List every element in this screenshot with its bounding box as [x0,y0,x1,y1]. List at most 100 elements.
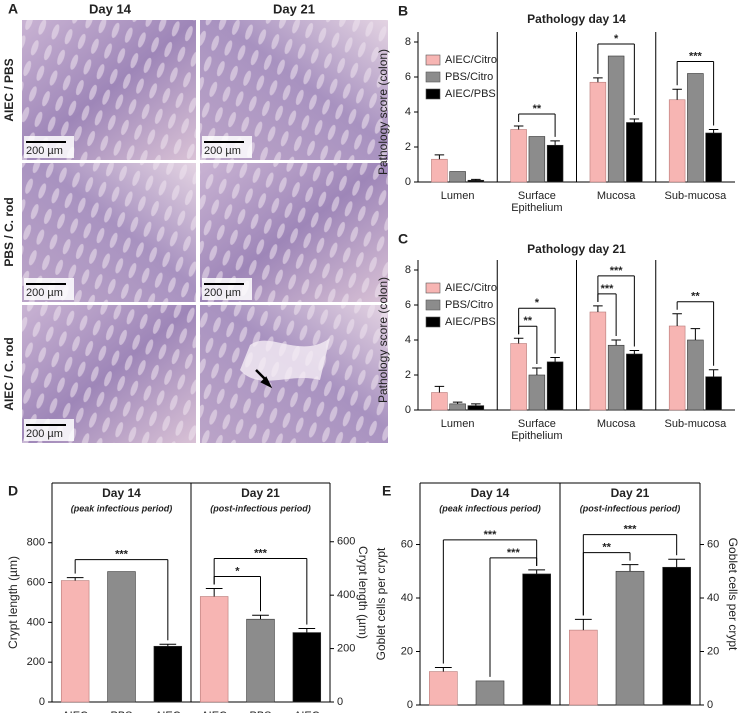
legend-label: PBS/Citro [445,71,493,83]
bar [546,144,564,183]
y-tick-label: 8 [405,264,411,276]
significance-label: * [235,565,240,577]
bar [662,566,691,706]
bar [467,405,485,411]
significance-label: * [614,33,619,45]
significance-label: ** [602,541,611,553]
y-tick-label: 0 [405,404,411,416]
column-label: Day 14 [89,1,132,16]
bar [510,129,527,183]
group-subtitle: (peak infectious period) [439,503,541,513]
bar [510,343,527,411]
y2-tick-label: 600 [337,536,355,548]
significance-label: *** [689,50,703,62]
significance-label: *** [507,547,521,559]
x-tick-label: Surface [518,190,556,202]
bar [467,179,485,183]
panel-letter: C [398,231,408,247]
y-tick-label: 800 [27,537,45,549]
x-tick-label: Sub-mucosa [664,190,727,202]
x-tick-label: Sub-mucosa [664,418,727,430]
y-tick-label: 0 [39,696,45,708]
bar [107,571,136,703]
x-tick-label: PBS [249,710,271,713]
x-tick-label: Mucosa [597,418,636,430]
bar [153,645,183,703]
significance-label: *** [484,529,498,541]
bar [528,374,546,411]
bar [569,629,598,706]
group-subtitle: (post-infectious period) [580,503,681,513]
scale-label: 200 µm [204,145,241,157]
y-tick-label: 600 [27,576,45,588]
x-tick-label: AIEC [294,710,320,713]
y2-tick-label: 0 [337,696,343,708]
y-tick-label: 8 [405,36,411,48]
significance-label: * [535,297,540,309]
significance-label: ** [691,291,700,303]
bar [475,680,505,706]
group-subtitle: (peak infectious period) [71,503,173,513]
y-tick-label: 400 [27,616,45,628]
legend-label: AIEC/PBS [445,316,496,328]
x-tick-label: Epithelium [511,202,562,214]
bar [431,392,448,411]
bar [607,344,625,411]
y-axis-label: Pathology score (colon) [376,49,390,175]
panel-letter: E [382,483,391,499]
y-tick-label: 2 [405,369,411,381]
scale-label: 200 µm [26,145,63,157]
bar [607,55,625,183]
group-title: Day 14 [471,486,510,500]
row-label: PBS / C. rod [2,197,16,266]
panel-letter: B [398,3,408,19]
arrow-head [260,376,273,389]
y-axis-label: Pathology score (colon) [376,277,390,403]
x-tick-label: Lumen [441,418,475,430]
legend-swatch [425,71,441,83]
significance-label: *** [601,283,615,295]
x-tick-label: AIEC [155,710,181,713]
y2-tick-label: 20 [707,645,719,657]
bar [546,361,564,411]
bar [626,122,643,183]
bar [528,136,546,183]
y2-axis-label: Goblet cells per crypt [726,538,740,651]
column-label: Day 21 [273,1,315,16]
y-tick-label: 40 [401,592,413,604]
y2-axis-label: Crypt length (µm) [356,546,370,639]
x-tick-label: Lumen [441,190,475,202]
y-axis-label: Crypt length (µm) [6,556,20,649]
legend-swatch [425,88,441,100]
bar [589,81,607,183]
bar [292,632,322,703]
legend-label: PBS/Citro [445,299,493,311]
legend-swatch [425,299,441,311]
bar [522,573,551,706]
scale-bars: 200 µm 200 µm 200 µm 200 µm 200 µm [24,136,252,441]
panel-a: A Day 14 Day 21 AIEC / PBS PBS / C. rod … [2,1,388,443]
bar [60,580,90,703]
x-tick-label: Epithelium [511,430,562,442]
y-tick-label: 20 [401,645,413,657]
y-axis-label: Goblet cells per crypt [374,547,388,660]
y2-tick-label: 200 [337,642,355,654]
group-subtitle: (post-infectious period) [210,503,311,513]
bar [589,311,607,411]
significance-label: *** [254,547,268,559]
x-tick-label: AIEC [62,710,88,713]
legend-label: AIEC/Citro [445,282,497,294]
x-tick-label: AIEC [201,710,227,713]
scale-label: 200 µm [26,287,63,299]
y2-tick-label: 60 [707,538,719,550]
x-tick-label: Mucosa [597,190,636,202]
y-tick-label: 6 [405,299,411,311]
y-tick-label: 4 [405,106,411,118]
bar [199,596,229,703]
group-title: Day 21 [241,486,280,500]
group-title: Day 14 [102,486,141,500]
x-tick-label: Surface [518,418,556,430]
x-tick-label: PBS [110,710,132,713]
y2-tick-label: 0 [707,699,713,711]
chart-title: Pathology day 14 [527,12,626,26]
